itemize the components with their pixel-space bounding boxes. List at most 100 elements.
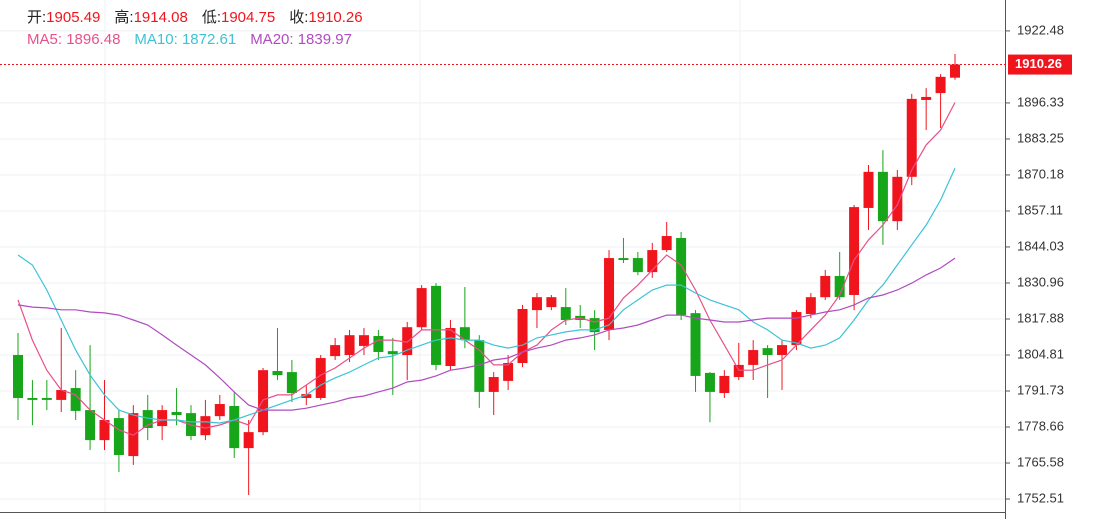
candle-body — [762, 348, 773, 356]
y-tick-label: 1922.48 — [1017, 22, 1064, 37]
ohlc-label: 高: — [114, 9, 133, 26]
candle-body — [733, 364, 744, 378]
candle-body — [171, 412, 182, 416]
legend-value: 1839.97 — [298, 31, 352, 48]
legend-sep: : — [58, 31, 66, 48]
candle-body — [99, 420, 110, 441]
candle-body — [27, 397, 38, 400]
ohlc-value: 1910.26 — [308, 9, 362, 26]
candle-body — [748, 350, 759, 365]
candle-body — [546, 297, 557, 308]
candle-body — [618, 258, 629, 260]
candle-body — [935, 76, 946, 94]
legend-sep: : — [174, 31, 182, 48]
ohlc-label: 开: — [27, 9, 46, 26]
candle-body — [373, 336, 384, 352]
candle-body — [719, 375, 730, 394]
ohlc-label: 低: — [202, 9, 221, 26]
y-tick-label: 1752.51 — [1017, 490, 1064, 505]
legend-sep: : — [289, 31, 297, 48]
candle-body — [330, 345, 341, 357]
y-tick-label: 1778.66 — [1017, 418, 1064, 433]
candle-body — [474, 340, 485, 392]
ohlc-header: 开:1905.49 高:1914.08 低:1904.75 收:1910.26 — [27, 9, 363, 26]
y-tick-label: 1804.81 — [1017, 346, 1064, 361]
candle-body — [892, 176, 903, 222]
y-tick-label: 1844.03 — [1017, 238, 1064, 253]
candle-body — [200, 416, 211, 436]
candle-body — [820, 275, 831, 298]
candle-body — [632, 258, 643, 273]
price-label-box — [1008, 54, 1072, 75]
candle-body — [863, 171, 874, 208]
candle-body — [113, 418, 124, 455]
candle-body — [142, 410, 153, 428]
ohlc-value: 1904.75 — [221, 9, 275, 26]
candle-body — [41, 397, 52, 400]
ohlc-value: 1914.08 — [134, 9, 188, 26]
candle-body — [531, 297, 542, 311]
candle-body — [589, 318, 600, 333]
legend-name: MA20 — [250, 31, 289, 48]
legend-value: 1896.48 — [66, 31, 120, 48]
candle-body — [286, 372, 297, 394]
y-tick-label: 1830.96 — [1017, 274, 1064, 289]
candle-body — [690, 313, 701, 376]
y-tick-label: 1765.58 — [1017, 454, 1064, 469]
candle-body — [387, 351, 398, 355]
candle-body — [70, 388, 81, 411]
candle-body — [704, 372, 715, 392]
candle-body — [459, 327, 470, 341]
candle-body — [272, 370, 283, 376]
candle-body — [157, 410, 168, 427]
y-tick-label: 1817.88 — [1017, 310, 1064, 325]
legend-name: MA10 — [134, 31, 173, 48]
candle-body — [791, 312, 802, 346]
candle-body — [301, 394, 312, 398]
legend-name: MA5 — [27, 31, 58, 48]
candle-body — [229, 405, 240, 449]
candle-body — [13, 355, 23, 398]
y-tick-label: 1791.73 — [1017, 382, 1064, 397]
ma-line — [17, 168, 956, 424]
ma-line — [17, 257, 956, 411]
y-tick-label: 1870.18 — [1017, 166, 1064, 181]
candle-body — [56, 389, 67, 400]
candle-body — [416, 288, 427, 328]
y-tick-label: 1883.25 — [1017, 130, 1064, 145]
candle-body — [517, 309, 528, 363]
candle-body — [877, 171, 888, 222]
candle-body — [503, 362, 514, 381]
candle-body — [445, 328, 456, 367]
ma-legend: MA5: 1896.48 MA10: 1872.61 MA20: 1839.97 — [27, 31, 352, 48]
y-tick-label: 1896.33 — [1017, 94, 1064, 109]
candle-body — [604, 258, 615, 330]
y-tick-label: 1857.11 — [1017, 202, 1063, 217]
candle-body — [647, 250, 658, 273]
candle-body — [805, 297, 816, 314]
ma-line — [17, 102, 956, 436]
candle-body — [214, 404, 225, 417]
candle-body — [344, 335, 355, 356]
legend-value: 1872.61 — [182, 31, 236, 48]
candle-body — [488, 377, 499, 392]
candle-body — [402, 327, 413, 356]
ohlc-value: 1905.49 — [46, 9, 100, 26]
candle-body — [85, 410, 96, 441]
price-label: 1910.26 — [1015, 56, 1062, 71]
candle-body — [921, 96, 932, 100]
candle-body — [676, 237, 687, 316]
ohlc-label: 收: — [289, 9, 308, 26]
candle-body — [560, 307, 571, 321]
candle-body — [906, 98, 917, 177]
candle-body — [358, 335, 369, 346]
candle-body — [777, 345, 788, 356]
candle-body — [431, 285, 442, 365]
candle-body — [950, 64, 960, 78]
candle-body — [661, 236, 672, 251]
candle-body — [243, 432, 254, 449]
candle-body — [315, 358, 326, 398]
candle-body — [849, 207, 860, 295]
